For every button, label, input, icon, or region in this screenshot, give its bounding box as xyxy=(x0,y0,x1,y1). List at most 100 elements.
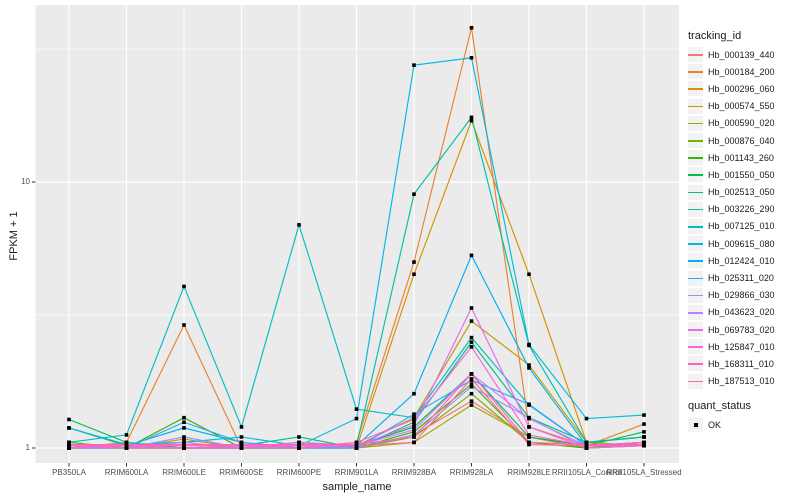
legend-entry: Hb_001550_050 xyxy=(688,166,775,183)
legend-entry-label: Hb_125847_010 xyxy=(708,341,775,352)
x-axis-tick-label: RRIM600LE xyxy=(162,468,206,477)
data-point xyxy=(584,446,589,450)
data-point xyxy=(354,440,359,445)
data-point xyxy=(469,391,474,396)
legend-line-swatch xyxy=(688,225,703,228)
legend-line-swatch xyxy=(688,311,703,314)
point-square-icon xyxy=(693,422,698,428)
data-point xyxy=(469,118,474,123)
data-point xyxy=(412,420,416,425)
data-point xyxy=(469,319,474,323)
legend-key xyxy=(688,253,703,269)
legend-entry-label: Hb_002513_050 xyxy=(708,187,775,198)
legend-line-swatch xyxy=(688,380,703,383)
data-point xyxy=(469,377,474,381)
legend-entry-label: Hb_000590_020 xyxy=(708,118,775,129)
data-point xyxy=(412,440,416,445)
legend-entry-label: Hb_012424_010 xyxy=(708,255,775,266)
legend-key xyxy=(688,133,703,149)
data-point xyxy=(412,412,416,416)
data-point xyxy=(182,440,186,445)
data-point xyxy=(412,63,416,67)
data-point xyxy=(182,284,186,289)
legend-entry: Hb_007125_010 xyxy=(688,218,775,235)
data-point xyxy=(412,430,416,434)
data-point xyxy=(182,415,186,420)
data-point xyxy=(642,430,646,434)
data-point xyxy=(412,272,416,277)
legend-entry-label: Hb_187513_010 xyxy=(708,376,775,387)
data-point xyxy=(469,115,474,120)
legend-entry: Hb_000876_040 xyxy=(688,132,775,149)
data-point xyxy=(67,443,71,448)
data-point xyxy=(469,340,474,344)
legend-line-swatch xyxy=(688,122,703,125)
legend-entry-label: OK xyxy=(708,419,722,430)
legend-entry: OK xyxy=(688,416,751,433)
data-point xyxy=(182,435,186,439)
legend-entry-label: Hb_000184_200 xyxy=(708,66,775,77)
legend-tracking-id: tracking_id Hb_000139_440 Hb_000184_200 Hb… xyxy=(688,30,775,390)
data-point xyxy=(527,402,531,407)
legend-entry: Hb_168311_010 xyxy=(688,355,775,372)
legend-key xyxy=(688,236,703,252)
legend-line-swatch xyxy=(688,260,703,262)
y-axis-title: FPKM + 1 xyxy=(8,211,20,261)
data-point xyxy=(469,253,474,258)
legend-line-swatch xyxy=(688,363,703,366)
legend-line-swatch xyxy=(688,105,703,108)
data-point xyxy=(297,435,301,439)
data-point xyxy=(469,306,474,310)
legend-key xyxy=(688,64,703,80)
data-point xyxy=(469,382,474,386)
legend-entry: Hb_003226_290 xyxy=(688,201,775,218)
legend-key xyxy=(688,201,703,217)
legend-key xyxy=(688,115,703,131)
legend-entry-label: Hb_043623_020 xyxy=(708,307,775,318)
legend-quant-status: quant_status OK xyxy=(688,400,751,433)
data-point xyxy=(239,425,244,429)
legend-entry-label: Hb_000574_550 xyxy=(708,101,775,112)
legend-entry-label: Hb_007125_010 xyxy=(708,221,775,232)
legend-entry-label: Hb_009615_080 xyxy=(708,238,775,249)
legend-line-swatch xyxy=(688,191,703,194)
x-axis-tick-label: RRIM901LA xyxy=(334,468,379,477)
data-point xyxy=(412,417,416,422)
data-point xyxy=(412,435,416,439)
data-point xyxy=(124,433,129,437)
data-point xyxy=(527,440,531,445)
data-point xyxy=(469,345,474,349)
x-axis-tick-label: PB350LA xyxy=(52,468,86,477)
panel-background xyxy=(35,5,679,463)
legend-entry: Hb_025311_020 xyxy=(688,269,775,286)
data-point xyxy=(297,223,301,227)
x-axis-tick-label: RRIM928LA xyxy=(449,468,494,477)
data-point xyxy=(297,440,301,445)
data-point xyxy=(239,446,244,450)
legend-line-swatch xyxy=(688,174,703,176)
legend-key xyxy=(688,339,703,355)
legend-line-swatch xyxy=(688,243,703,245)
data-point xyxy=(527,433,531,437)
data-point xyxy=(527,366,531,370)
data-point xyxy=(239,435,244,439)
x-axis-title: sample_name xyxy=(322,481,392,493)
data-point xyxy=(182,443,186,448)
legend-entries: Hb_000139_440 Hb_000184_200 Hb_000296_060 H… xyxy=(688,46,775,390)
y-axis-tick-label: 10 xyxy=(21,177,30,186)
legend-key xyxy=(688,47,703,63)
legend-line-swatch xyxy=(688,329,703,331)
data-point xyxy=(469,56,474,60)
data-point xyxy=(354,416,359,421)
data-point xyxy=(239,443,244,448)
legend-key xyxy=(688,417,703,433)
legend-key xyxy=(688,150,703,166)
legend-key xyxy=(688,356,703,372)
data-point xyxy=(527,425,531,429)
data-point xyxy=(469,372,474,376)
legend-entry-label: Hb_168311_010 xyxy=(708,358,774,369)
legend-key xyxy=(688,373,703,389)
legend-key xyxy=(688,98,703,114)
legend-entry: Hb_001143_260 xyxy=(688,149,775,166)
